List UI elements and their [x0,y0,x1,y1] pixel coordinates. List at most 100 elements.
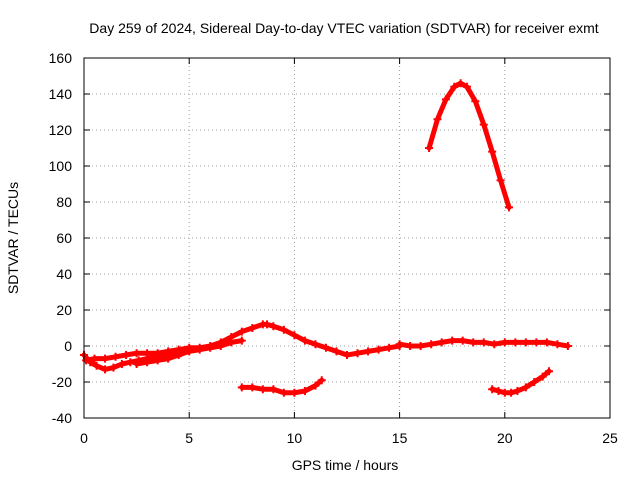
data-point-arc-2 [82,356,91,365]
data-point-arc-6 [456,79,465,88]
data-point-arc-5 [437,338,446,347]
data-point-arc-7 [538,372,547,381]
data-point-arc-5 [521,338,530,347]
data-point-arc-5 [479,338,488,347]
data-point-arc-2 [321,343,330,352]
data-point-arc-5 [553,340,562,349]
data-point-arc-3 [206,343,215,352]
y-tick-label: 140 [49,86,73,102]
data-point-arc-2 [132,349,141,358]
data-point-arc-4 [248,383,257,392]
data-point-arc-6 [462,82,471,91]
data-point-arc-6 [505,203,514,212]
data-point-arc-4 [317,376,326,385]
data-point-arc-2 [385,343,394,352]
y-tick-label: 120 [49,122,73,138]
data-point-arc-2 [122,351,131,359]
chart-title: Day 259 of 2024, Sidereal Day-to-day VTE… [89,20,598,36]
data-point-arc-5 [448,336,457,345]
y-tick-label: 100 [49,158,73,174]
x-tick-label: 25 [602,430,618,446]
data-point-arc-5 [500,338,509,347]
data-point-arc-5 [490,340,499,349]
data-point-arc-2 [290,331,299,340]
data-point-arc-2 [90,354,99,363]
data-point-arc-5 [416,342,425,350]
data-point-arc-4 [279,388,288,397]
data-point-arc-6 [450,82,459,91]
grid [84,58,610,418]
data-point-arc-2 [153,349,162,358]
data-point-arc-1 [101,365,110,374]
data-point-arc-3 [185,347,194,356]
data-point-arc-6 [433,115,442,124]
data-point-arc-2 [143,349,152,358]
data-point-arc-6 [488,147,497,156]
y-tick-label: 20 [56,302,72,318]
data-point-arc-1 [126,358,135,367]
data-point-arc-3 [174,351,183,359]
data-point-arc-6 [471,97,480,106]
data-point-arc-4 [311,381,320,390]
y-tick-label: 0 [64,338,72,354]
y-axis-label: SDTVAR / TECUs [5,182,21,294]
data-point-arc-4 [269,385,278,394]
data-point-arc-2 [332,347,341,356]
data-point-arc-3 [153,356,162,365]
data-point-arc-2 [269,322,278,331]
data-point-arc-7 [494,387,503,395]
data-point-arc-1 [92,361,101,370]
data-point-arc-6 [479,120,488,129]
data-point-arc-6 [496,176,505,185]
data-point-arc-7 [530,378,539,386]
y-tick-label: -40 [52,410,72,426]
data-point-arc-2 [311,340,320,349]
data-point-arc-2 [353,349,362,358]
data-point-arc-5 [406,342,415,350]
data-point-arc-2 [101,354,110,363]
data-point-arc-7 [507,388,516,397]
y-tick-label: 160 [49,50,73,66]
data-point-arc-3 [216,342,225,350]
data-point-arc-2 [300,336,309,345]
data-point-arc-5 [542,338,551,347]
x-tick-label: 0 [80,430,88,446]
data-point-arc-2 [164,347,173,356]
data-point-arc-2 [263,320,272,329]
x-tick-label: 20 [497,430,513,446]
data-point-arc-3 [195,345,204,354]
data-point-arc-3 [164,354,173,363]
data-point-arc-4 [258,385,267,394]
data-point-arc-3 [132,360,141,368]
axis-ticks [83,57,611,419]
data-point-arc-5 [563,342,572,350]
data-point-arc-7 [521,383,530,392]
y-tick-label: 60 [56,230,72,246]
data-point-arc-4 [290,388,299,397]
data-point-arc-3 [143,358,152,367]
x-axis-label: GPS time / hours [292,457,399,473]
y-tick-labels: -40 -20 0 20 40 60 80 100 120 140 160 [49,50,73,426]
data-point-arc-2 [248,324,257,332]
x-tick-label: 15 [392,430,408,446]
data-point-arc-5 [395,340,404,349]
data-point-arc-3 [237,336,246,345]
data-point-arc-4 [300,387,309,395]
data-point-arc-2 [374,345,383,354]
x-tick-labels: 0 5 10 15 20 25 [80,430,618,446]
data-point-arc-6 [425,144,434,152]
y-tick-label: -20 [52,374,72,390]
data-point-arc-2 [111,352,120,361]
y-tick-label: 80 [56,194,72,210]
plot-frame [83,57,611,419]
data-point-arc-5 [511,338,520,347]
data-point-arc-6 [441,95,450,104]
y-tick-label: 40 [56,266,72,282]
x-tick-label: 5 [185,430,193,446]
x-tick-label: 10 [287,430,303,446]
data-point-arc-7 [488,385,497,394]
data-point-arc-2 [279,325,288,334]
data-series-layer [80,79,572,397]
data-point-arc-5 [532,338,541,347]
